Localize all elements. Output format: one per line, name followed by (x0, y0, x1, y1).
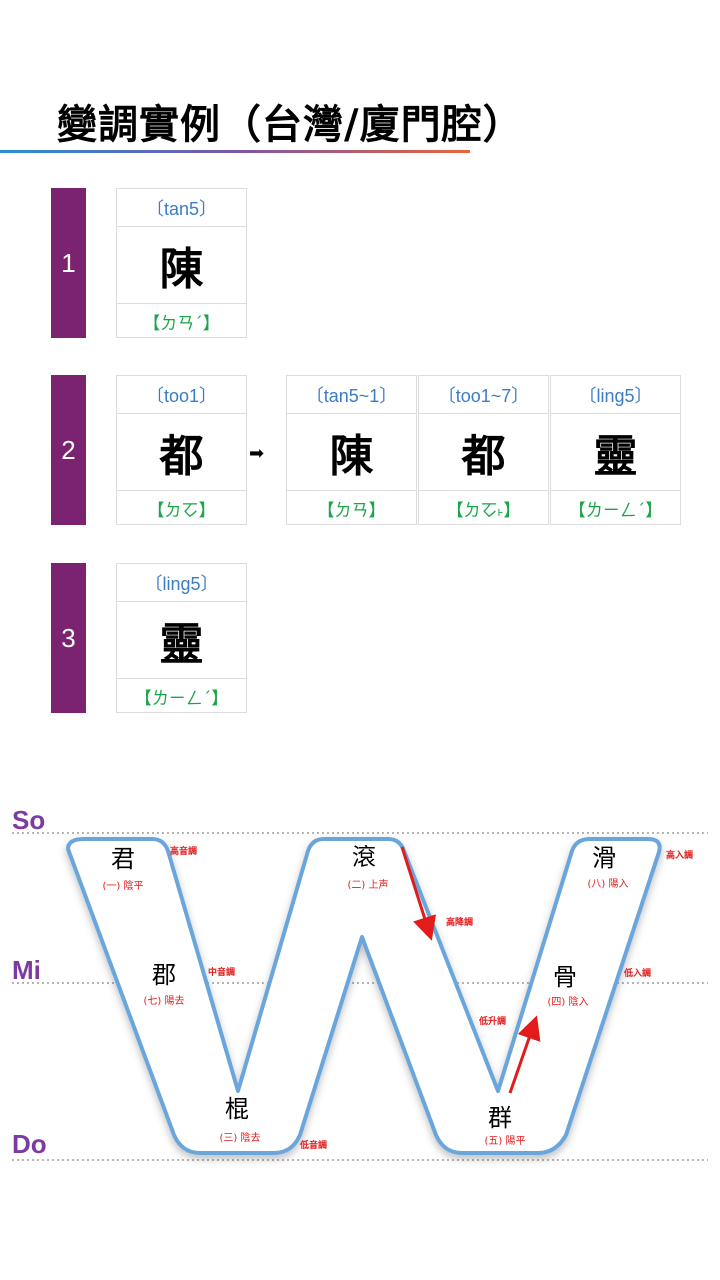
w-shape-outline (66, 837, 662, 1155)
zhuyin: 【ㄉㄢˊ】 (143, 314, 220, 334)
tone-label-3: (三) 陰去 (220, 1131, 261, 1144)
page-title: 變調實例（台灣/廈門腔） (57, 101, 524, 148)
result-card-3: 〔ling5〕 靈 【ㄌㄧㄥˊ】 (550, 375, 681, 525)
zhuyin: 【ㄉㆦ】 (147, 501, 216, 521)
romanization: 〔tan5〕 (117, 189, 246, 227)
tone-note-7: 中音調 (208, 966, 235, 978)
rising-arrow-icon (508, 1015, 541, 1094)
tone-note-1: 高音調 (170, 845, 197, 857)
romanization: 〔tan5~1〕 (287, 376, 416, 414)
tone-note-4: 低入調 (623, 967, 651, 979)
romanization: 〔too1~7〕 (419, 376, 548, 414)
row-number-3: 3 (51, 563, 86, 713)
result-card-2: 〔too1~7〕 都 【ㄉㆦ˫】 (418, 375, 549, 525)
romanization: 〔ling5〕 (551, 376, 680, 414)
tone-char-7: 郡 (152, 961, 176, 989)
tone-label-8: (八) 陽入 (588, 878, 629, 890)
tone-label-4: (四) 陰入 (548, 995, 589, 1008)
hanzi: 陳 (117, 227, 246, 304)
row-number-1: 1 (51, 188, 86, 338)
result-card-1: 〔tan5~1〕 陳 【ㄉㄢ】 (286, 375, 417, 525)
source-card-1: 〔tan5〕 陳 【ㄉㄢˊ】 (116, 188, 247, 338)
tone-char-5: 群 (488, 1104, 512, 1132)
romanization: 〔ling5〕 (117, 564, 246, 602)
tone-label-2: (二) 上声 (348, 878, 389, 891)
hanzi: 靈 (551, 414, 680, 491)
tone-label-5: (五) 陽平 (485, 1135, 526, 1147)
hanzi: 都 (419, 414, 548, 491)
level-label-do: Do (12, 1129, 47, 1159)
title-underline (0, 150, 470, 153)
zhuyin: 【ㄌㄧㄥˊ】 (134, 689, 229, 709)
zhuyin: 【ㄉㄢ】 (317, 501, 386, 521)
tone-char-1: 君 (111, 845, 135, 873)
level-label-so: So (12, 805, 45, 835)
tone-note-3: 低音調 (299, 1139, 327, 1151)
tone-label-1: (一) 陰平 (103, 879, 144, 892)
romanization: 〔too1〕 (117, 376, 246, 414)
hanzi: 陳 (287, 414, 416, 491)
tone-note-8: 高入調 (666, 849, 693, 861)
source-card-3: 〔ling5〕 靈 【ㄌㄧㄥˊ】 (116, 563, 247, 713)
row-number-2: 2 (51, 375, 86, 525)
tone-label-7: (七) 陽去 (144, 995, 185, 1007)
hanzi: 都 (117, 414, 246, 491)
tone-char-3: 棍 (225, 1095, 249, 1123)
tone-note-5: 低升調 (478, 1015, 506, 1027)
source-card-2: 〔too1〕 都 【ㄉㆦ】 (116, 375, 247, 525)
level-label-mi: Mi (12, 955, 41, 985)
tone-char-4: 骨 (553, 963, 577, 991)
arrow-right-icon: ➡ (249, 443, 265, 464)
hanzi: 靈 (117, 602, 246, 679)
tone-contour-diagram: So Mi Do 君 (一) 陰平 高音調 郡 (七) 陽去 中音調 棍 (三)… (12, 805, 708, 1161)
tone-char-8: 滑 (592, 844, 616, 872)
zhuyin: 【ㄌㄧㄥˊ】 (568, 501, 663, 521)
falling-arrow-icon (400, 846, 436, 941)
tone-char-2: 滾 (352, 843, 376, 871)
zhuyin: 【ㄉㆦ˫】 (446, 501, 521, 521)
tone-note-2: 高降調 (446, 916, 473, 928)
